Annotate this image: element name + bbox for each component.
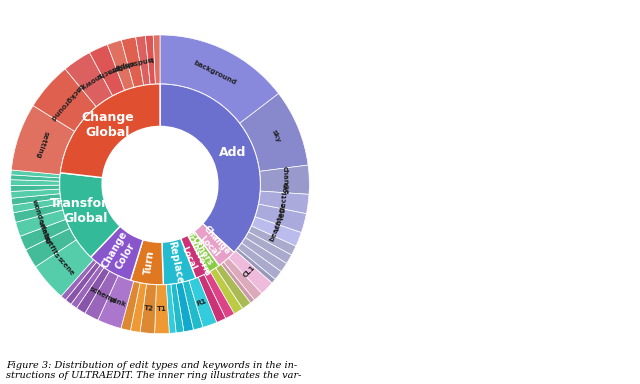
Wedge shape	[236, 248, 275, 283]
Wedge shape	[60, 173, 120, 257]
Wedge shape	[98, 276, 134, 328]
Wedge shape	[240, 94, 308, 171]
Text: Turn: Turn	[143, 250, 156, 276]
Wedge shape	[248, 226, 296, 255]
Text: T1: T1	[157, 306, 166, 312]
Wedge shape	[252, 217, 301, 246]
Wedge shape	[221, 262, 255, 303]
Text: R1: R1	[196, 298, 207, 307]
Text: T2: T2	[144, 305, 154, 312]
Wedge shape	[15, 210, 66, 236]
Wedge shape	[153, 35, 160, 84]
Text: setting: setting	[34, 130, 49, 159]
Text: Transform
Local: Transform Local	[174, 230, 212, 282]
Text: reflection: reflection	[278, 181, 289, 220]
Wedge shape	[91, 226, 143, 280]
Wedge shape	[237, 243, 281, 279]
Wedge shape	[35, 240, 93, 296]
Wedge shape	[90, 45, 125, 96]
Text: Change
Color: Change Color	[100, 229, 140, 276]
Text: Replace: Replace	[166, 240, 185, 285]
Wedge shape	[12, 198, 61, 213]
Text: background: background	[193, 59, 238, 85]
Wedge shape	[140, 284, 156, 334]
Wedge shape	[11, 189, 60, 198]
Wedge shape	[162, 238, 196, 285]
Wedge shape	[182, 281, 203, 330]
Wedge shape	[12, 194, 60, 205]
Text: Change
Global: Change Global	[81, 111, 134, 139]
Text: pink: pink	[108, 296, 127, 308]
Wedge shape	[160, 84, 260, 252]
Wedge shape	[188, 231, 219, 273]
Wedge shape	[85, 271, 118, 320]
Text: change: change	[282, 166, 289, 195]
Text: Add: Add	[219, 146, 246, 159]
Wedge shape	[259, 191, 309, 214]
Wedge shape	[176, 282, 193, 332]
Text: Others: Others	[190, 235, 214, 267]
Wedge shape	[260, 165, 309, 194]
Wedge shape	[65, 53, 113, 107]
Wedge shape	[65, 262, 100, 304]
Text: wonderland: wonderland	[31, 199, 51, 245]
Wedge shape	[166, 284, 176, 333]
Text: snowy: snowy	[79, 71, 102, 90]
Wedge shape	[61, 260, 97, 300]
Wedge shape	[13, 204, 63, 222]
Wedge shape	[145, 35, 156, 84]
Text: Transform
Global: Transform Global	[50, 197, 121, 225]
Text: scene: scene	[56, 256, 76, 277]
Text: beach: beach	[269, 218, 284, 243]
Text: outfits: outfits	[42, 233, 61, 259]
Wedge shape	[11, 185, 60, 191]
Text: CL1: CL1	[243, 264, 257, 279]
Wedge shape	[33, 69, 96, 131]
Wedge shape	[11, 170, 60, 178]
Wedge shape	[11, 175, 60, 181]
Wedge shape	[136, 36, 150, 85]
Wedge shape	[171, 284, 184, 333]
Wedge shape	[20, 219, 70, 250]
Text: vintage: vintage	[274, 202, 287, 232]
Text: winter: winter	[109, 59, 135, 72]
Wedge shape	[189, 277, 217, 327]
Wedge shape	[131, 283, 147, 332]
Wedge shape	[204, 271, 234, 318]
Wedge shape	[60, 84, 160, 178]
Wedge shape	[121, 281, 140, 331]
Wedge shape	[77, 268, 109, 313]
Wedge shape	[71, 265, 104, 308]
Wedge shape	[26, 228, 76, 267]
Wedge shape	[194, 223, 234, 266]
Wedge shape	[160, 35, 278, 123]
Wedge shape	[210, 268, 243, 314]
Text: scheme: scheme	[88, 286, 117, 305]
Wedge shape	[242, 238, 287, 271]
Wedge shape	[122, 37, 143, 87]
Text: Change
Local: Change Local	[194, 224, 232, 263]
Wedge shape	[131, 240, 163, 285]
Text: background: background	[48, 82, 84, 122]
Wedge shape	[245, 232, 292, 263]
Wedge shape	[11, 180, 60, 185]
Text: Figure 3: Distribution of edit types and keywords in the in-
structions of ULTRA: Figure 3: Distribution of edit types and…	[6, 361, 302, 380]
Text: sky: sky	[270, 129, 281, 144]
Wedge shape	[216, 264, 251, 309]
Text: beach: beach	[97, 63, 120, 78]
Text: winter: winter	[37, 220, 53, 247]
Wedge shape	[155, 285, 170, 334]
Wedge shape	[180, 235, 208, 278]
Wedge shape	[12, 106, 74, 175]
Wedge shape	[108, 40, 134, 90]
Wedge shape	[198, 275, 226, 323]
Wedge shape	[228, 251, 272, 293]
Wedge shape	[223, 258, 262, 300]
Text: landscape: landscape	[113, 55, 154, 70]
Wedge shape	[255, 204, 307, 233]
